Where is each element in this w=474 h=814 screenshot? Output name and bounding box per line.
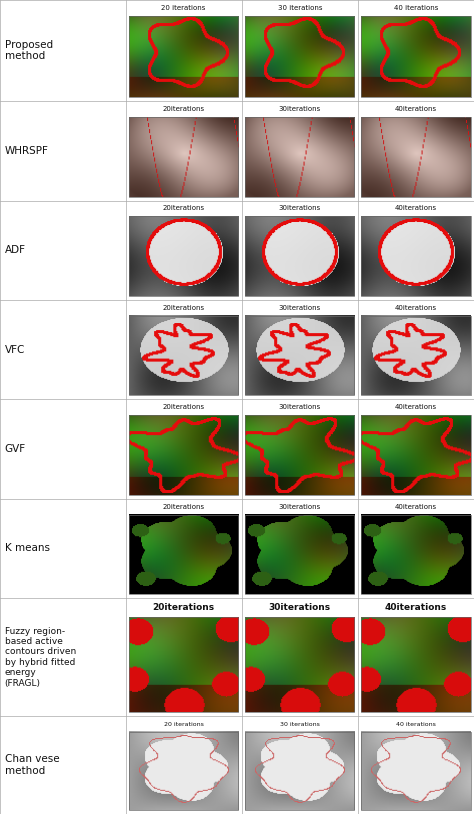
Text: Chan vese
method: Chan vese method (5, 755, 59, 776)
Bar (129, 617, 238, 711)
Bar (129, 316, 238, 396)
Text: 30iterations: 30iterations (279, 205, 321, 212)
Text: 30iterations: 30iterations (279, 504, 321, 510)
Bar (245, 415, 355, 495)
Text: K means: K means (5, 544, 50, 554)
Text: Proposed
method: Proposed method (5, 40, 53, 61)
Bar (361, 217, 471, 296)
Bar (361, 732, 471, 810)
Text: 20iterations: 20iterations (163, 504, 205, 510)
Bar (245, 117, 355, 196)
Text: 20 iterations: 20 iterations (162, 5, 206, 11)
Bar (361, 16, 471, 97)
Text: 40iterations: 40iterations (395, 305, 437, 311)
Bar (361, 415, 471, 495)
Text: 20 iterations: 20 iterations (164, 722, 204, 727)
Text: 40iterations: 40iterations (385, 603, 447, 612)
Bar (245, 514, 355, 594)
Text: ADF: ADF (5, 245, 26, 256)
Bar (129, 732, 238, 810)
Text: GVF: GVF (5, 444, 26, 454)
Bar (361, 117, 471, 196)
Bar (129, 415, 238, 495)
Text: WHRSPF: WHRSPF (5, 146, 49, 155)
Bar (245, 316, 355, 396)
Bar (361, 514, 471, 594)
Bar (245, 16, 355, 97)
Text: 40iterations: 40iterations (395, 405, 437, 410)
Text: 40 iterations: 40 iterations (394, 5, 438, 11)
Text: Fuzzy region-
based active
contours driven
by hybrid fitted
energy
(FRAGL): Fuzzy region- based active contours driv… (5, 627, 76, 688)
Text: 20iterations: 20iterations (163, 205, 205, 212)
Text: 40iterations: 40iterations (395, 504, 437, 510)
Text: 20iterations: 20iterations (163, 106, 205, 112)
Bar (129, 514, 238, 594)
Bar (245, 617, 355, 711)
Text: 40iterations: 40iterations (395, 205, 437, 212)
Text: 40 iterations: 40 iterations (396, 722, 436, 727)
Text: 30iterations: 30iterations (279, 305, 321, 311)
Text: 20iterations: 20iterations (163, 305, 205, 311)
Text: 20iterations: 20iterations (153, 603, 215, 612)
Bar (129, 217, 238, 296)
Text: 30 iterations: 30 iterations (280, 722, 320, 727)
Bar (245, 217, 355, 296)
Text: 30 iterations: 30 iterations (278, 5, 322, 11)
Bar (361, 316, 471, 396)
Text: 30iterations: 30iterations (279, 405, 321, 410)
Text: 40iterations: 40iterations (395, 106, 437, 112)
Bar (129, 16, 238, 97)
Text: VFC: VFC (5, 344, 25, 355)
Text: 20iterations: 20iterations (163, 405, 205, 410)
Bar (361, 617, 471, 711)
Bar (245, 732, 355, 810)
Bar (129, 117, 238, 196)
Text: 30iterations: 30iterations (279, 106, 321, 112)
Text: 30iterations: 30iterations (269, 603, 331, 612)
